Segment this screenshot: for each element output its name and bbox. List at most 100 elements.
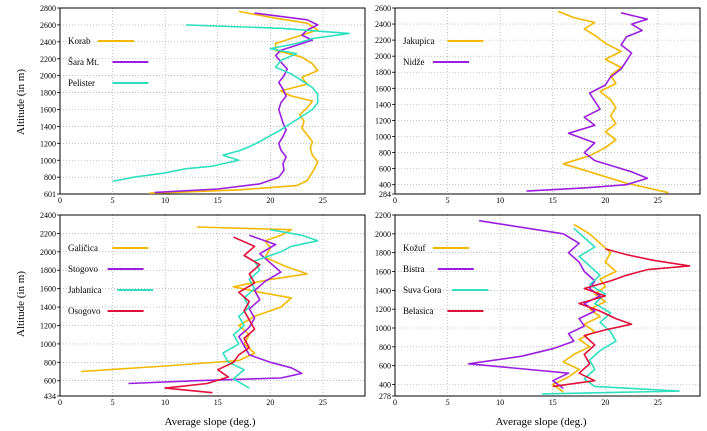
x-tick-label: 5 [111,196,115,205]
chart-panel-3: 0 5 10 15 20 25 434 600 800 1000 1200 1400 1600 1800 2… [40,211,365,407]
x-tick-label: 20 [266,398,274,407]
y-tick-label: 2400 [40,211,56,220]
x-tick-label: 10 [496,398,504,407]
chart-panel-1: 0 5 10 15 20 25 601 800 1000 1200 1400 1600 1800 2000… [40,4,365,205]
legend-label: Nidže [403,57,425,67]
series-line--ara-mt- [155,13,318,192]
y-tick-label: 1200 [375,116,391,125]
legend-label: Galičica [68,243,98,253]
x-tick-label: 0 [58,398,62,407]
y-tick-label: 1200 [40,139,56,148]
legend-label: Jakupica [403,36,435,46]
y-tick-label: 1800 [375,68,391,77]
chart-panel-4: 0 5 10 15 20 25 278 400 600 800 1000 1200 1400 1600 18… [375,211,700,407]
y-tick-label: 1000 [375,132,391,141]
y-tick-label: 1400 [375,286,391,295]
y-tick-label: 601 [44,190,56,199]
x-tick-label: 25 [654,398,662,407]
y-tick-label: 1800 [40,89,56,98]
y-tick-label: 1200 [40,321,56,330]
x-tick-label: 15 [214,398,222,407]
series-line-korab [149,11,317,193]
x-tick-label: 10 [496,196,504,205]
y-tick-label: 2200 [375,211,391,220]
plot-frame [395,8,700,194]
legend-label: Osogovo [68,306,101,316]
y-axis-title-bottom: Altitude (in m) [15,271,27,337]
x-tick-label: 20 [266,196,274,205]
x-tick-label: 20 [601,398,609,407]
x-tick-label: 0 [393,196,397,205]
x-tick-label: 5 [446,196,450,205]
y-tick-label: 1000 [375,324,391,333]
x-tick-label: 10 [161,196,169,205]
y-tick-label: 2000 [40,72,56,81]
y-tick-label: 2800 [40,4,56,13]
y-tick-label: 400 [379,181,391,190]
legend-label: Korab [68,36,91,46]
x-tick-label: 0 [58,196,62,205]
x-tick-label: 20 [601,196,609,205]
x-tick-label: 10 [161,398,169,407]
x-tick-label: 25 [654,196,662,205]
y-tick-label: 2000 [375,230,391,239]
y-tick-label: 1400 [375,100,391,109]
y-tick-label: 1000 [40,340,56,349]
y-tick-label: 800 [379,343,391,352]
y-tick-label: 1800 [375,249,391,258]
y-tick-label: 2600 [40,21,56,30]
y-tick-label: 2400 [375,20,391,29]
y-axis-title-top: Altitude (in m) [15,69,27,135]
x-tick-label: 5 [446,398,450,407]
y-tick-label: 284 [379,190,391,199]
y-tick-label: 1000 [40,156,56,165]
plot-frame [60,215,365,396]
legend-label: Šara Mt. [68,57,99,67]
y-tick-label: 400 [379,381,391,390]
y-tick-label: 1600 [40,106,56,115]
y-tick-label: 600 [379,362,391,371]
y-tick-label: 2200 [40,229,56,238]
y-tick-label: 1600 [375,84,391,93]
x-tick-label: 15 [549,398,557,407]
y-tick-label: 800 [379,149,391,158]
y-tick-label: 2000 [375,52,391,61]
y-tick-label: 2400 [40,38,56,47]
x-tick-label: 5 [111,398,115,407]
x-tick-label: 25 [319,196,327,205]
series-line-nid-e [527,13,648,191]
y-tick-label: 1400 [40,303,56,312]
y-tick-label: 1800 [40,266,56,275]
x-tick-label: 0 [393,398,397,407]
y-tick-label: 1400 [40,122,56,131]
y-tick-label: 2200 [375,36,391,45]
y-tick-label: 2200 [40,55,56,64]
x-tick-label: 25 [319,398,327,407]
y-tick-label: 1600 [375,268,391,277]
y-tick-label: 278 [379,392,391,401]
y-tick-label: 800 [44,173,56,182]
legend-label: Suva Gora [403,285,441,295]
legend-label: Stogovo [68,264,99,274]
y-tick-label: 2000 [40,248,56,257]
y-tick-label: 600 [44,377,56,386]
y-tick-label: 1600 [40,285,56,294]
legend-label: Pelister [68,78,95,88]
x-tick-label: 15 [214,196,222,205]
x-axis-title-left: Average slope (deg.) [164,416,255,428]
plot-frame [395,215,700,396]
y-tick-label: 800 [44,358,56,367]
x-axis-title-right: Average slope (deg.) [495,416,586,428]
y-tick-label: 600 [379,165,391,174]
y-tick-label: 434 [44,392,56,401]
y-tick-label: 1200 [375,305,391,314]
legend-label: Kožuf [403,243,426,253]
x-tick-label: 15 [549,196,557,205]
series-line-osogovo [165,237,260,393]
y-tick-label: 2600 [375,4,391,13]
legend-label: Belasica [403,306,434,316]
legend-label: Bistra [403,264,425,274]
legend-label: Jablanica [68,285,101,295]
